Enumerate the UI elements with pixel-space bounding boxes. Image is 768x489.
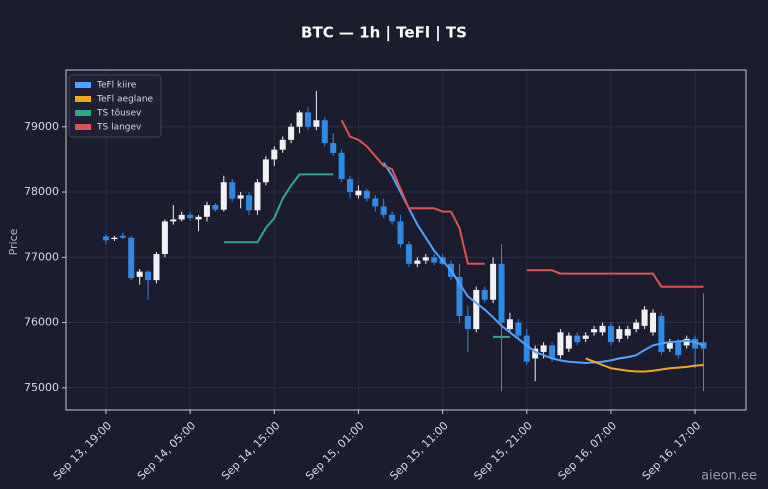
candle-body (515, 322, 522, 336)
candle-body (633, 322, 640, 330)
plot-frame (65, 69, 747, 411)
candle-body (304, 112, 311, 127)
candle-body (389, 214, 396, 222)
candle-body (313, 120, 320, 127)
y-tick-label: 79000 (24, 120, 59, 133)
candle-body (658, 316, 665, 352)
candle-body (540, 345, 547, 352)
candle-body (203, 205, 210, 217)
candle-body (330, 143, 337, 153)
candle-body (414, 260, 421, 264)
candle-body (102, 236, 109, 241)
legend-label: TS langev (96, 123, 142, 133)
candle-body (456, 276, 463, 317)
legend-label: TeFl kiire (96, 81, 137, 91)
y-tick-label: 78000 (24, 185, 59, 198)
candle-body (565, 335, 572, 349)
candle-body (119, 235, 126, 238)
y-tick-label: 77000 (24, 250, 59, 263)
series-line (340, 119, 704, 288)
chart-title: BTC — 1h | TeFl | TS (301, 24, 467, 43)
candle-body (246, 195, 253, 211)
y-tick-label: 75000 (24, 381, 59, 394)
candle-body (532, 348, 539, 359)
candle-body (355, 190, 362, 196)
candle-body (187, 214, 194, 219)
candle-body (321, 120, 328, 144)
series-line (223, 173, 510, 338)
candle-body (170, 219, 177, 222)
series-line (382, 162, 704, 364)
candle-body (650, 312, 657, 333)
candle-body (271, 149, 278, 160)
candle-body (666, 342, 673, 349)
candle-body (296, 112, 303, 127)
y-axis-label: Price (7, 228, 20, 255)
candle-body (254, 182, 261, 211)
candle-body (229, 182, 236, 199)
candle-body (212, 205, 219, 210)
candle-body (616, 329, 623, 339)
candle-body (128, 237, 135, 279)
candle-body (397, 221, 404, 245)
candle-body (557, 332, 564, 356)
candle-body (607, 325, 614, 343)
candle-body (405, 244, 412, 264)
candle-body (675, 342, 682, 356)
candle-body (279, 139, 286, 150)
candle-body (692, 338, 699, 349)
candle-body (288, 126, 295, 140)
candle-body (220, 182, 227, 210)
candle-body (136, 271, 143, 277)
watermark: aieon.ee (701, 469, 757, 484)
candle-body (237, 195, 244, 199)
legend-swatch (75, 82, 91, 88)
candle-body (178, 214, 185, 220)
candle-body (145, 271, 152, 281)
candle-body (161, 221, 168, 255)
candle-body (338, 152, 345, 179)
candle-body (464, 316, 471, 330)
candle-body (490, 263, 497, 300)
legend-swatch (75, 96, 91, 102)
candle-body (372, 198, 379, 207)
candle-body (624, 329, 631, 336)
candle-body (363, 190, 370, 199)
candle-body (498, 263, 505, 323)
candle-body (506, 319, 513, 330)
legend-swatch (75, 124, 91, 130)
legend-label: TeFl aeglane (96, 95, 154, 105)
legend-box (68, 74, 162, 138)
candle-body (473, 289, 480, 330)
candle-body (431, 257, 438, 263)
candle-body (549, 345, 556, 359)
series-line (585, 357, 704, 373)
candle-body (111, 237, 118, 240)
candle-body (591, 329, 598, 333)
candle-body (599, 325, 606, 333)
candle-body (582, 335, 589, 339)
candle-body (262, 159, 269, 183)
candle-body (641, 309, 648, 326)
candle-body (153, 254, 160, 281)
legend-label: TS tõusev (96, 109, 142, 119)
candle-body (195, 216, 202, 220)
candle-body (574, 335, 581, 343)
candle-body (422, 257, 429, 261)
legend-swatch (75, 110, 91, 116)
y-tick-label: 76000 (24, 316, 59, 329)
candle-body (683, 338, 690, 346)
candle-body (481, 289, 488, 300)
candle-body (347, 178, 354, 193)
candle-body (380, 206, 387, 215)
candle-body (523, 335, 530, 362)
